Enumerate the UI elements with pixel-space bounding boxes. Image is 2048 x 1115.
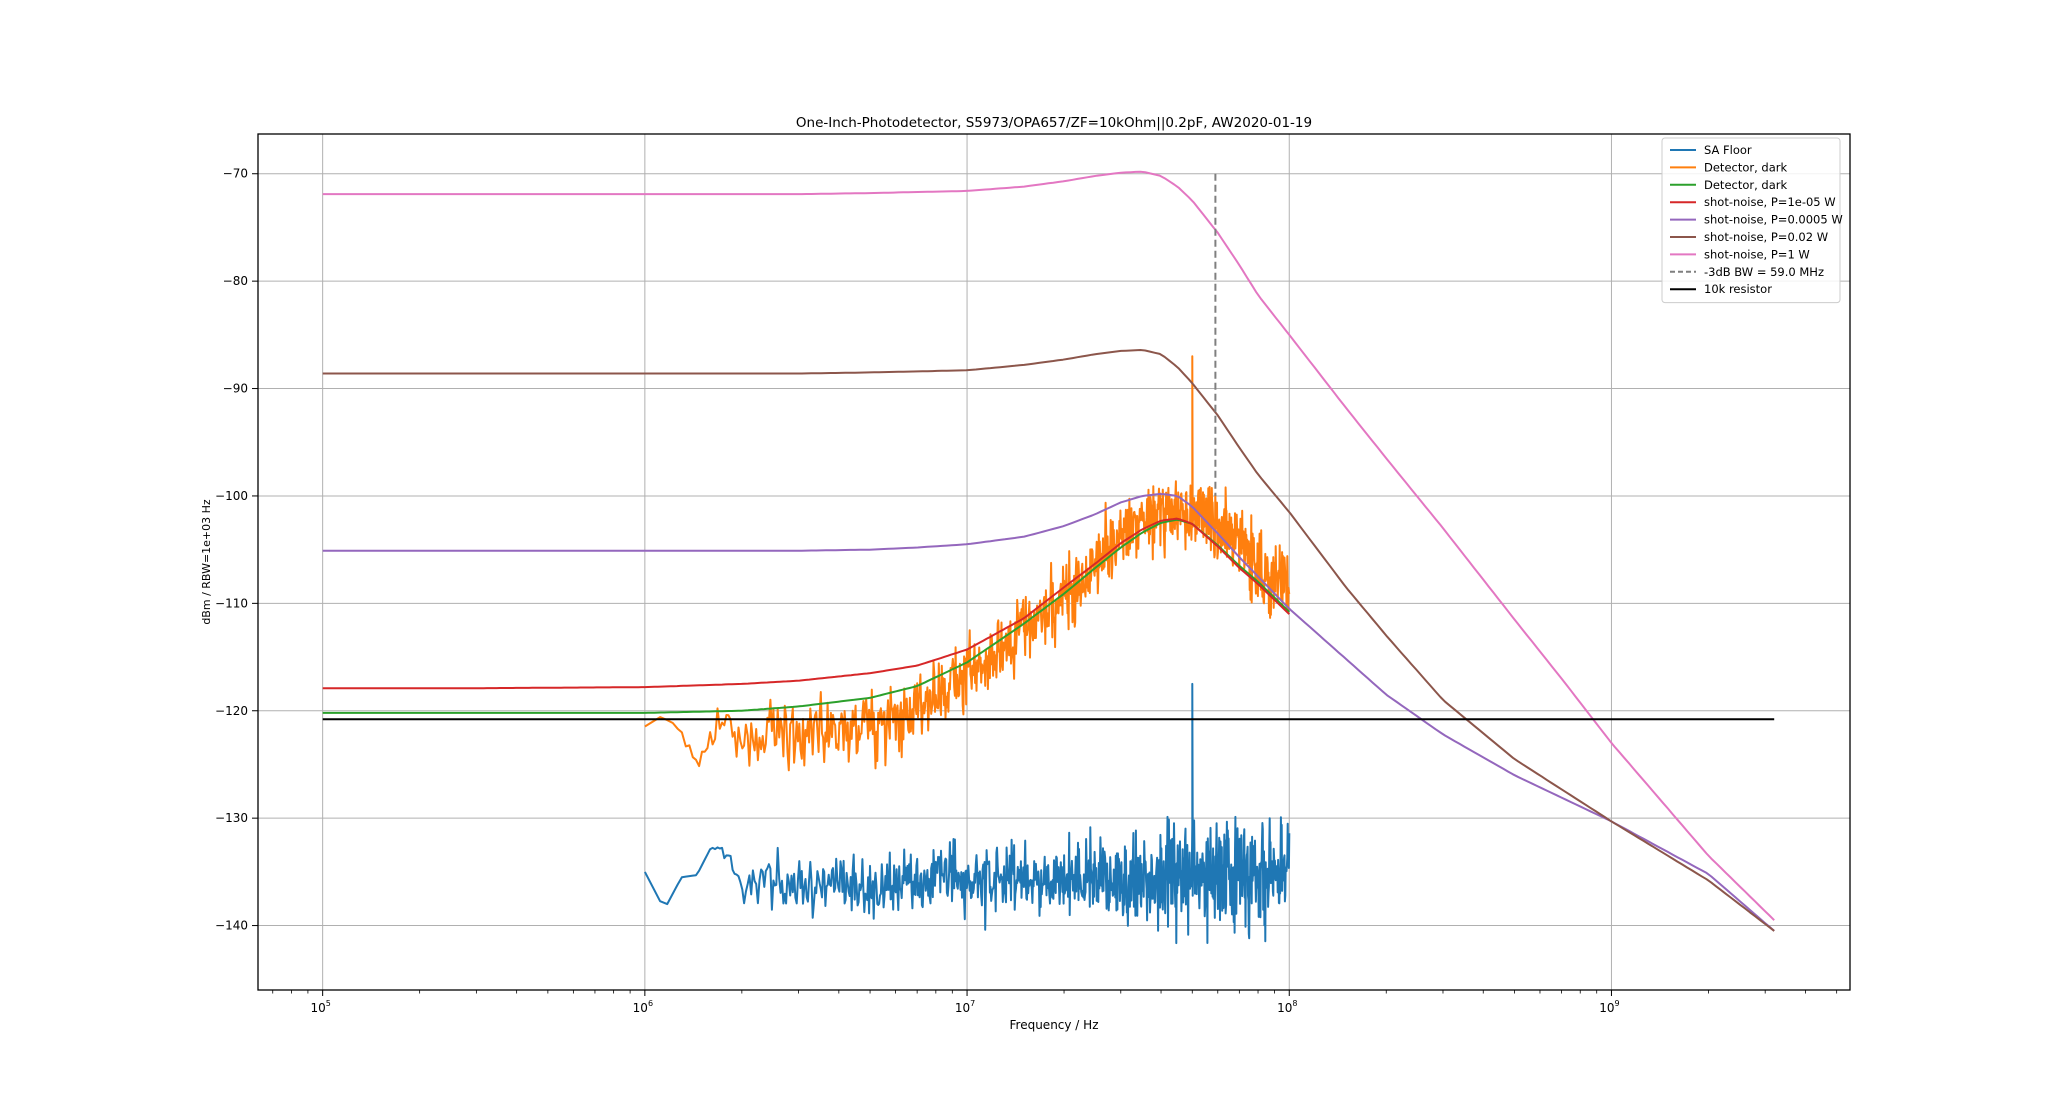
y-tick-label: −70 (223, 167, 248, 181)
x-tick-label: 108 (1277, 999, 1297, 1015)
grid (258, 134, 1850, 990)
y-axis-label: dBm / RBW=1e+03 Hz (200, 499, 213, 625)
series-group (322, 170, 1775, 945)
legend-label: -3dB BW = 59.0 MHz (1704, 265, 1824, 279)
series-line-detector-dark-2 (322, 518, 1290, 714)
series-line-shot-noise-p-0-02-w-5 (322, 349, 1775, 932)
legend-label: Detector, dark (1704, 160, 1787, 174)
x-tick-label: 107 (955, 999, 975, 1015)
x-tick-label: 105 (310, 999, 330, 1015)
x-tick-label: 109 (1599, 999, 1619, 1015)
series-line-shot-noise-p-0-0005-w-4 (322, 493, 1775, 932)
y-tick-label: −140 (215, 919, 248, 933)
y-tick-label: −130 (215, 811, 248, 825)
y-tick-label: −120 (215, 704, 248, 718)
legend-label: shot-noise, P=1e-05 W (1704, 195, 1836, 209)
series-line-shot-noise-p-1e-05-w-3 (322, 517, 1290, 690)
legend-label: Detector, dark (1704, 178, 1787, 192)
y-axis: −70 −80 −90 −100 −110 −120 −130 −140 (215, 167, 258, 933)
x-axis-label: Frequency / Hz (1010, 1018, 1099, 1032)
series-line-sa-floor-0 (644, 682, 1291, 945)
legend-label: SA Floor (1704, 143, 1752, 157)
legend-box (1661, 137, 1841, 304)
plot-area (258, 134, 1850, 990)
y-tick-label: −110 (215, 596, 248, 610)
y-tick-label: −100 (215, 489, 248, 503)
legend-label: 10k resistor (1704, 282, 1772, 296)
y-tick-label: −90 (223, 382, 248, 396)
chart-title: One-Inch-Photodetector, S5973/OPA657/ZF=… (796, 115, 1312, 131)
axes-frame (257, 133, 1851, 991)
series-line-detector-dark-1 (644, 355, 1291, 772)
x-axis: 105 106 107 108 109 (272, 990, 1838, 1015)
legend-label: shot-noise, P=0.0005 W (1704, 213, 1843, 227)
series-line-shot-noise-p-1-w-6 (322, 170, 1775, 921)
legend-label: shot-noise, P=1 W (1704, 247, 1810, 261)
legend: SA Floor Detector, dark Detector, dark shot… (1661, 137, 1843, 304)
legend-label: shot-noise, P=0.02 W (1704, 230, 1828, 244)
x-tick-label: 106 (633, 999, 653, 1015)
y-tick-label: −80 (223, 274, 248, 288)
